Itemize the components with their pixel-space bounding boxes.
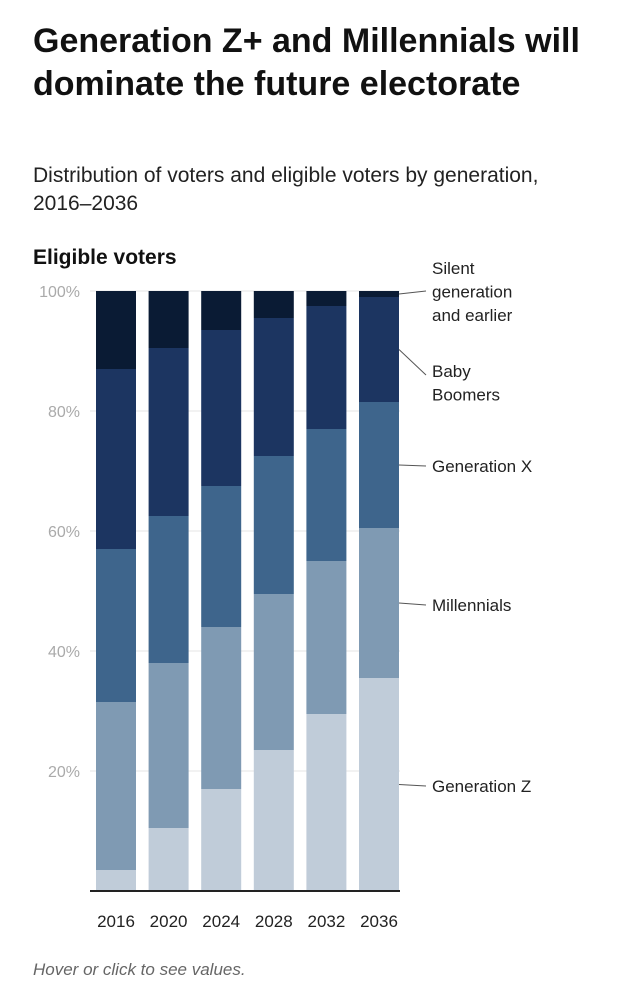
y-tick-label: 60% xyxy=(48,524,80,541)
chart-title: Generation Z+ and Millennials will domin… xyxy=(33,22,580,103)
x-tick-label: 2016 xyxy=(97,912,135,931)
bar-segment[interactable] xyxy=(148,516,189,663)
x-tick-label: 2024 xyxy=(202,912,240,931)
bar-segment[interactable] xyxy=(148,663,189,828)
y-tick-label: 40% xyxy=(48,644,80,661)
legend-label: Silent generation and earlier xyxy=(432,259,513,325)
legend-label-line: Millennials xyxy=(432,596,511,615)
x-tick-label: 2032 xyxy=(307,912,345,931)
legend-label-line: Boomers xyxy=(432,386,500,405)
bar-segment[interactable] xyxy=(201,291,242,330)
legend-label-line: and earlier xyxy=(432,306,513,325)
legend-label-line: Silent xyxy=(432,259,475,278)
bar-segment[interactable] xyxy=(96,870,136,891)
bar-segment[interactable] xyxy=(306,714,347,891)
y-tick-label: 100% xyxy=(39,284,80,301)
bar-segment[interactable] xyxy=(148,828,189,891)
legend-leader-line xyxy=(398,290,427,295)
bar-segment[interactable] xyxy=(253,750,294,891)
bar-segment[interactable] xyxy=(201,627,242,789)
bar-segment[interactable] xyxy=(253,456,294,594)
footnote: Hover or click to see values. xyxy=(33,960,246,979)
x-tick-label: 2020 xyxy=(150,912,188,931)
legend-label: Generation Z xyxy=(432,777,531,796)
bar-segment[interactable] xyxy=(96,369,136,549)
x-axis-ticks: 2016 2020 2024 2028 2032 2036 xyxy=(97,912,398,931)
legend-label-line: Generation Z xyxy=(432,777,531,796)
bar-segment[interactable] xyxy=(148,348,189,516)
y-tick-label: 80% xyxy=(48,404,80,421)
bar-segment[interactable] xyxy=(359,678,399,891)
bar-segment[interactable] xyxy=(253,318,294,456)
legend-leader-line xyxy=(398,784,427,787)
bar-segment[interactable] xyxy=(96,549,136,702)
bar-segment[interactable] xyxy=(96,702,136,870)
bars xyxy=(90,291,400,892)
bar-segment[interactable] xyxy=(306,291,347,306)
bar-segment[interactable] xyxy=(201,486,242,627)
x-tick-label: 2028 xyxy=(255,912,293,931)
chart-subtitle: Distribution of voters and eligible vote… xyxy=(33,164,539,215)
bar-segment[interactable] xyxy=(253,594,294,750)
bar-segment[interactable] xyxy=(359,402,399,528)
bar-segment[interactable] xyxy=(359,291,399,297)
bar-segment[interactable] xyxy=(359,528,399,678)
y-axis-label: Eligible voters xyxy=(33,246,177,269)
gridlines xyxy=(90,290,400,772)
bar-segment[interactable] xyxy=(306,306,347,429)
bar-segment[interactable] xyxy=(306,429,347,561)
x-tick-label: 2036 xyxy=(360,912,398,931)
bar-segment[interactable] xyxy=(96,291,136,369)
bar-segment[interactable] xyxy=(148,291,189,348)
legend-label-line: generation xyxy=(432,283,512,302)
legend-label: Generation X xyxy=(432,457,532,476)
legend-leader-line xyxy=(398,602,427,606)
bar-segment[interactable] xyxy=(201,789,242,891)
legend-label: Millennials xyxy=(432,596,511,615)
y-axis-ticks: 20% 40% 60% 80% 100% xyxy=(39,284,80,781)
bar-segment[interactable] xyxy=(359,297,399,402)
stacked-bar-chart[interactable]: 20% 40% 60% 80% 100% 2016 2020 2024 2028 2032 203… xyxy=(0,0,624,950)
legend-label: Baby Boomers xyxy=(432,362,500,405)
legend-label-line: Baby xyxy=(432,362,471,381)
bar-segment[interactable] xyxy=(201,330,242,486)
legend-leader-line xyxy=(398,464,427,467)
bar-segment[interactable] xyxy=(306,561,347,714)
legend-leader-line xyxy=(398,349,427,376)
legend-label-line: Generation X xyxy=(432,457,532,476)
y-tick-label: 20% xyxy=(48,764,80,781)
bar-segment[interactable] xyxy=(253,291,294,318)
